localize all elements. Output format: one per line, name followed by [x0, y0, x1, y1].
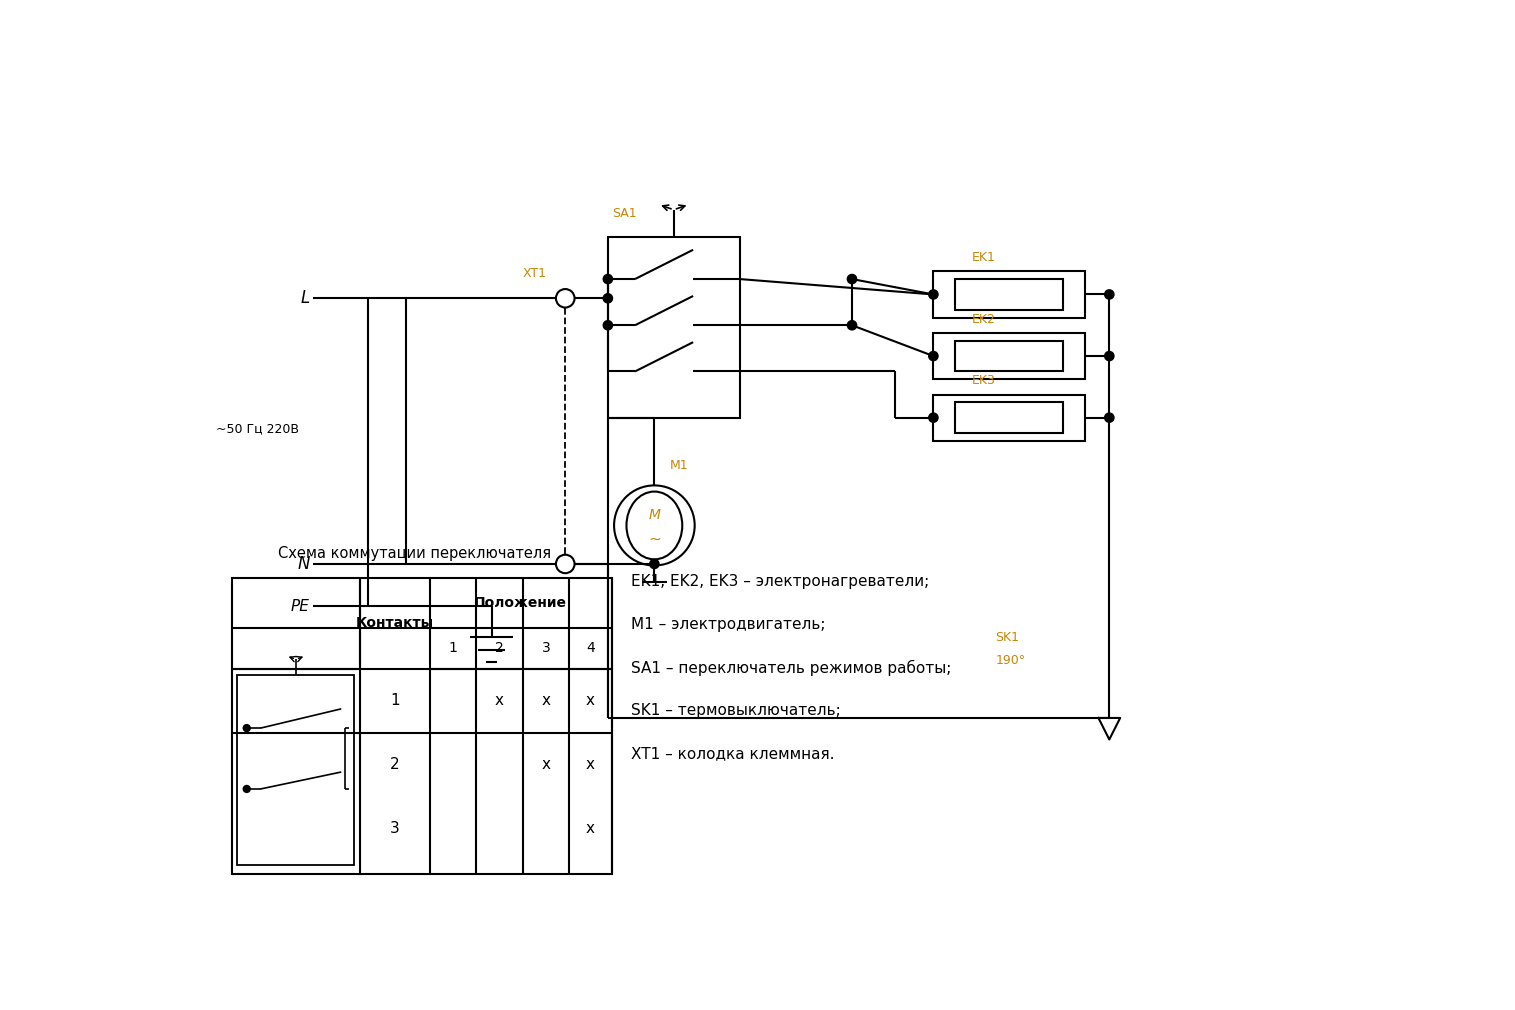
- Text: 2: 2: [495, 641, 504, 655]
- Text: 3: 3: [541, 641, 550, 655]
- Text: M1 – электродвигатель;: M1 – электродвигатель;: [632, 617, 826, 632]
- Circle shape: [929, 413, 938, 422]
- Circle shape: [603, 320, 612, 330]
- Circle shape: [650, 560, 659, 569]
- Text: EK3: EK3: [973, 374, 995, 387]
- Text: 1: 1: [448, 641, 458, 655]
- Text: M1: M1: [670, 459, 688, 472]
- Circle shape: [1104, 290, 1114, 299]
- Text: L: L: [300, 289, 309, 307]
- Text: ~: ~: [648, 532, 661, 546]
- Text: x: x: [586, 693, 595, 708]
- Circle shape: [1104, 413, 1114, 422]
- Circle shape: [244, 724, 250, 731]
- Text: 190°: 190°: [995, 653, 1026, 667]
- Circle shape: [847, 320, 856, 330]
- Text: N: N: [297, 554, 309, 573]
- Text: x: x: [541, 758, 550, 772]
- Circle shape: [847, 275, 856, 284]
- Bar: [954, 340, 1064, 372]
- Circle shape: [929, 290, 938, 299]
- Circle shape: [244, 786, 250, 793]
- Text: x: x: [541, 693, 550, 708]
- Circle shape: [603, 275, 612, 284]
- Text: x: x: [586, 758, 595, 772]
- Text: x: x: [586, 821, 595, 836]
- Text: EK2: EK2: [973, 312, 995, 325]
- Text: Контакты: Контакты: [356, 616, 433, 630]
- Text: SA1 – переключатель режимов работы;: SA1 – переключатель режимов работы;: [632, 661, 951, 677]
- Text: 4: 4: [586, 641, 595, 655]
- Bar: [933, 333, 1085, 379]
- Bar: [933, 272, 1085, 317]
- Circle shape: [556, 554, 574, 574]
- Bar: [954, 402, 1064, 433]
- Text: SK1 – термовыключатель;: SK1 – термовыключатель;: [632, 703, 841, 718]
- Text: Положение: Положение: [474, 596, 567, 610]
- Text: Схема коммутации переключателя: Схема коммутации переключателя: [277, 545, 550, 561]
- Text: ~50 Гц 220В: ~50 Гц 220В: [217, 423, 300, 435]
- Text: XT1: XT1: [523, 268, 547, 280]
- Bar: [608, 236, 739, 418]
- Text: x: x: [495, 693, 504, 708]
- Circle shape: [1104, 351, 1114, 361]
- Text: SK1: SK1: [995, 630, 1020, 643]
- Circle shape: [929, 351, 938, 361]
- Bar: [954, 279, 1064, 310]
- Bar: [933, 395, 1085, 440]
- Text: SA1: SA1: [612, 207, 636, 220]
- Circle shape: [603, 294, 612, 303]
- Circle shape: [556, 289, 574, 307]
- Text: EK1, EK2, EK3 – электронагреватели;: EK1, EK2, EK3 – электронагреватели;: [632, 574, 929, 589]
- Text: M: M: [648, 508, 661, 522]
- Text: 1: 1: [389, 693, 400, 708]
- Text: EK1: EK1: [973, 251, 995, 264]
- Bar: [238, 675, 355, 865]
- Bar: [232, 578, 612, 875]
- Text: 3: 3: [389, 821, 400, 836]
- Text: 2: 2: [389, 758, 400, 772]
- Text: XT1 – колодка клеммная.: XT1 – колодка клеммная.: [632, 746, 835, 762]
- Text: PE: PE: [291, 599, 309, 614]
